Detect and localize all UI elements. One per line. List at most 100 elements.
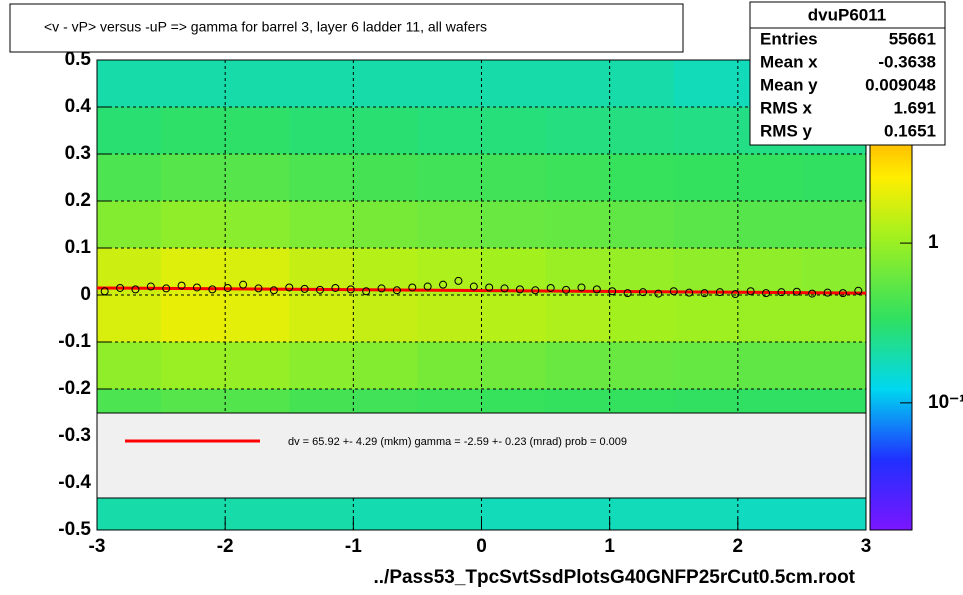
heatmap-cell xyxy=(289,107,354,155)
x-axis-label: ../Pass53_TpcSvtSsdPlotsG40GNFP25rCut0.5… xyxy=(373,567,855,588)
profile-point xyxy=(669,287,678,296)
stats-value: 1.691 xyxy=(893,98,936,117)
heatmap-cell xyxy=(801,342,867,390)
heatmap-cell xyxy=(417,295,482,343)
profile-point xyxy=(715,288,724,297)
heatmap-cell xyxy=(609,248,675,296)
profile-point xyxy=(239,280,248,289)
profile-point xyxy=(208,285,217,294)
stats-label: Entries xyxy=(760,29,818,48)
heatmap-cell xyxy=(545,154,611,202)
heatmap-cell xyxy=(97,342,162,390)
heatmap-cell xyxy=(737,154,803,202)
stats-label: RMS y xyxy=(760,121,813,140)
y-tick-label: 0.4 xyxy=(65,96,92,117)
profile-point xyxy=(408,283,417,292)
profile-point xyxy=(823,288,832,297)
stats-box xyxy=(749,1,946,146)
heatmap-cell xyxy=(225,154,290,202)
fit-line xyxy=(96,286,867,295)
heatmap-cell xyxy=(673,342,739,390)
profile-point xyxy=(454,276,463,285)
heatmap-cell xyxy=(225,107,290,155)
y-tick-label: 0.1 xyxy=(65,237,92,258)
heatmap-cell xyxy=(737,342,803,390)
profile-point xyxy=(331,283,340,292)
profile-point xyxy=(254,284,263,293)
heatmap-cell xyxy=(481,248,547,296)
heatmap-cell xyxy=(481,342,547,390)
stats-value: 0.1651 xyxy=(884,121,936,140)
profile-point xyxy=(377,284,386,293)
stats-title: dvuP6011 xyxy=(808,5,886,24)
profile-point xyxy=(439,280,448,289)
heatmap-cell xyxy=(801,201,867,249)
y-tick-label: -0.5 xyxy=(58,519,91,540)
heatmap-cell xyxy=(289,154,354,202)
y-tick-label: -0.4 xyxy=(58,472,91,493)
profile-point xyxy=(546,283,555,292)
heatmap-cell xyxy=(161,107,226,155)
heatmap-cell xyxy=(161,201,226,249)
profile-point xyxy=(531,286,540,295)
heatmap-cell xyxy=(673,107,739,155)
heatmap-cell xyxy=(353,107,418,155)
profile-point xyxy=(362,287,371,296)
profile-point xyxy=(500,284,509,293)
profile-point xyxy=(608,287,617,296)
stats-label: Mean x xyxy=(760,52,818,71)
profile-point xyxy=(746,287,755,296)
heatmap-cell xyxy=(481,154,547,202)
heatmap-cell xyxy=(97,154,162,202)
profile-point xyxy=(146,282,155,291)
heatmap-cell xyxy=(481,295,547,343)
heatmap-cell xyxy=(673,295,739,343)
heatmap-cell xyxy=(289,295,354,343)
heatmap-cell xyxy=(289,342,354,390)
heatmap-cell xyxy=(353,342,418,390)
heatmap-cell xyxy=(609,107,675,155)
y-tick-label: 0.5 xyxy=(65,49,92,70)
stats-label: Mean y xyxy=(760,75,818,94)
y-tick-label: -0.1 xyxy=(58,331,91,352)
heatmap-cell xyxy=(673,201,739,249)
legend-box xyxy=(96,412,867,499)
profile-point xyxy=(100,287,109,296)
profile-point xyxy=(731,290,740,299)
profile-point xyxy=(654,289,663,298)
legend-label: dv = 65.92 +- 4.29 (mkm) gamma = -2.59 +… xyxy=(288,436,627,448)
profile-point xyxy=(285,283,294,292)
heatmap-cell xyxy=(609,342,675,390)
heatmap-cell xyxy=(97,107,162,155)
profile-point xyxy=(192,283,201,292)
heatmap-cell xyxy=(225,295,290,343)
profile-point xyxy=(592,285,601,294)
profile-point xyxy=(577,283,586,292)
heatmap-cell xyxy=(417,107,482,155)
heatmap-cell xyxy=(289,60,354,108)
z-tick-label: 1 xyxy=(928,232,939,253)
title-box xyxy=(9,3,684,53)
x-tick-label: 1 xyxy=(604,536,615,557)
heatmap-cell xyxy=(161,295,226,343)
profile-point xyxy=(623,289,632,298)
heatmap-cell xyxy=(417,342,482,390)
y-tick-label: -0.3 xyxy=(58,425,91,446)
heatmap-cell xyxy=(97,295,162,343)
profile-point xyxy=(685,288,694,297)
heatmap-cell xyxy=(545,295,611,343)
heatmap-cell xyxy=(97,60,162,108)
z-tick-label: 10⁻¹ xyxy=(928,392,963,413)
y-tick-label: 0 xyxy=(80,284,91,305)
heatmap-cell xyxy=(481,201,547,249)
heatmap-cell xyxy=(417,154,482,202)
x-tick-label: -2 xyxy=(217,536,234,557)
heatmap-cell xyxy=(545,342,611,390)
heatmap-cell xyxy=(97,201,162,249)
heatmap-cell xyxy=(289,201,354,249)
x-tick-label: 3 xyxy=(861,536,872,557)
profile-point xyxy=(346,285,355,294)
profile-point xyxy=(131,285,140,294)
profile-point xyxy=(562,285,571,294)
